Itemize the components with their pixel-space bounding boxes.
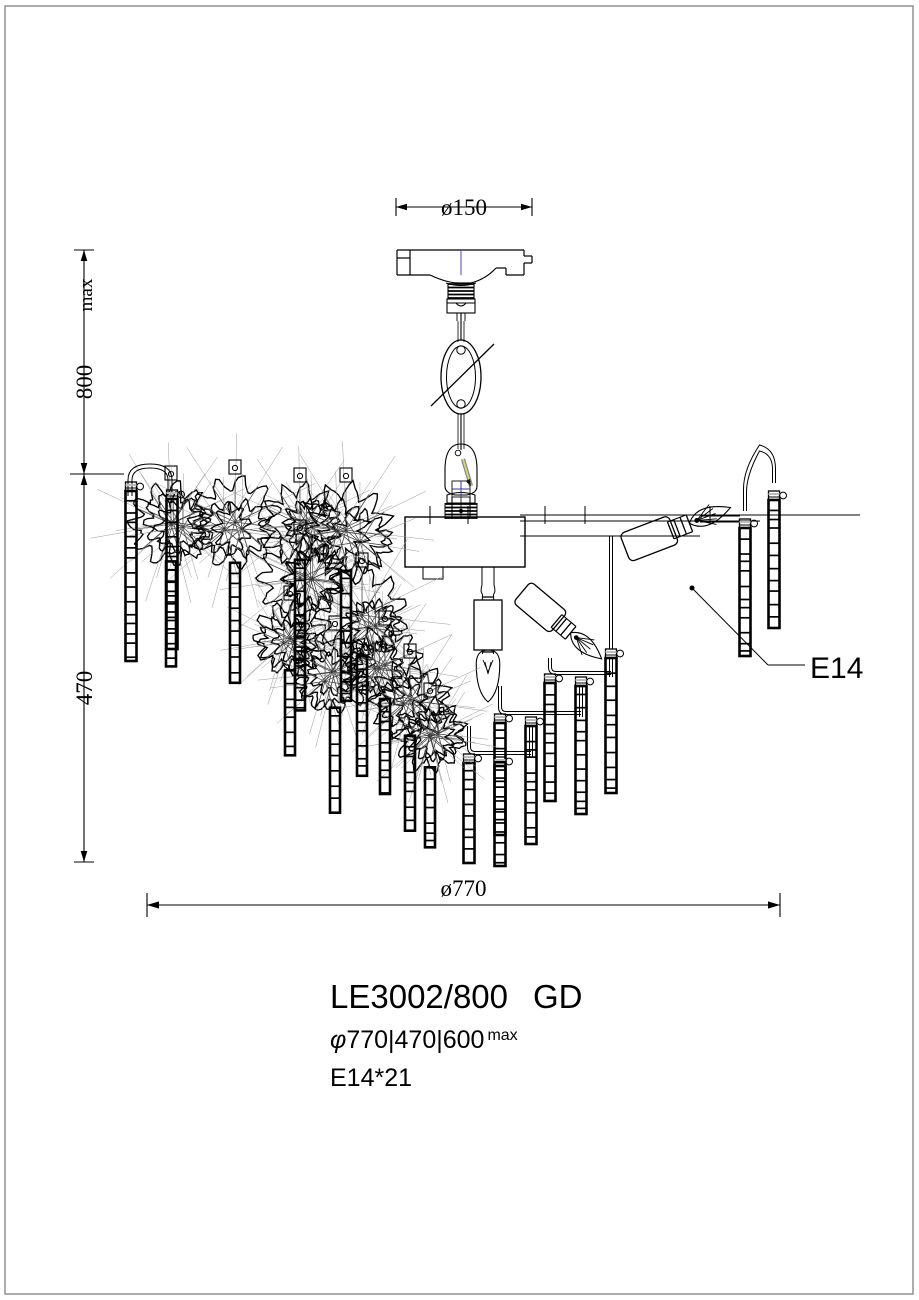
svg-text:E14*21: E14*21 [330,1064,412,1092]
svg-text:800: 800 [72,365,97,400]
svg-text:E14: E14 [810,652,863,685]
svg-text:LE3002/800: LE3002/800 [330,978,508,1015]
svg-text:max: max [76,278,97,311]
svg-text:GD: GD [533,978,583,1015]
svg-text:470: 470 [72,671,97,706]
svg-text:ø770: ø770 [441,876,487,901]
svg-text:ø150: ø150 [441,195,487,220]
